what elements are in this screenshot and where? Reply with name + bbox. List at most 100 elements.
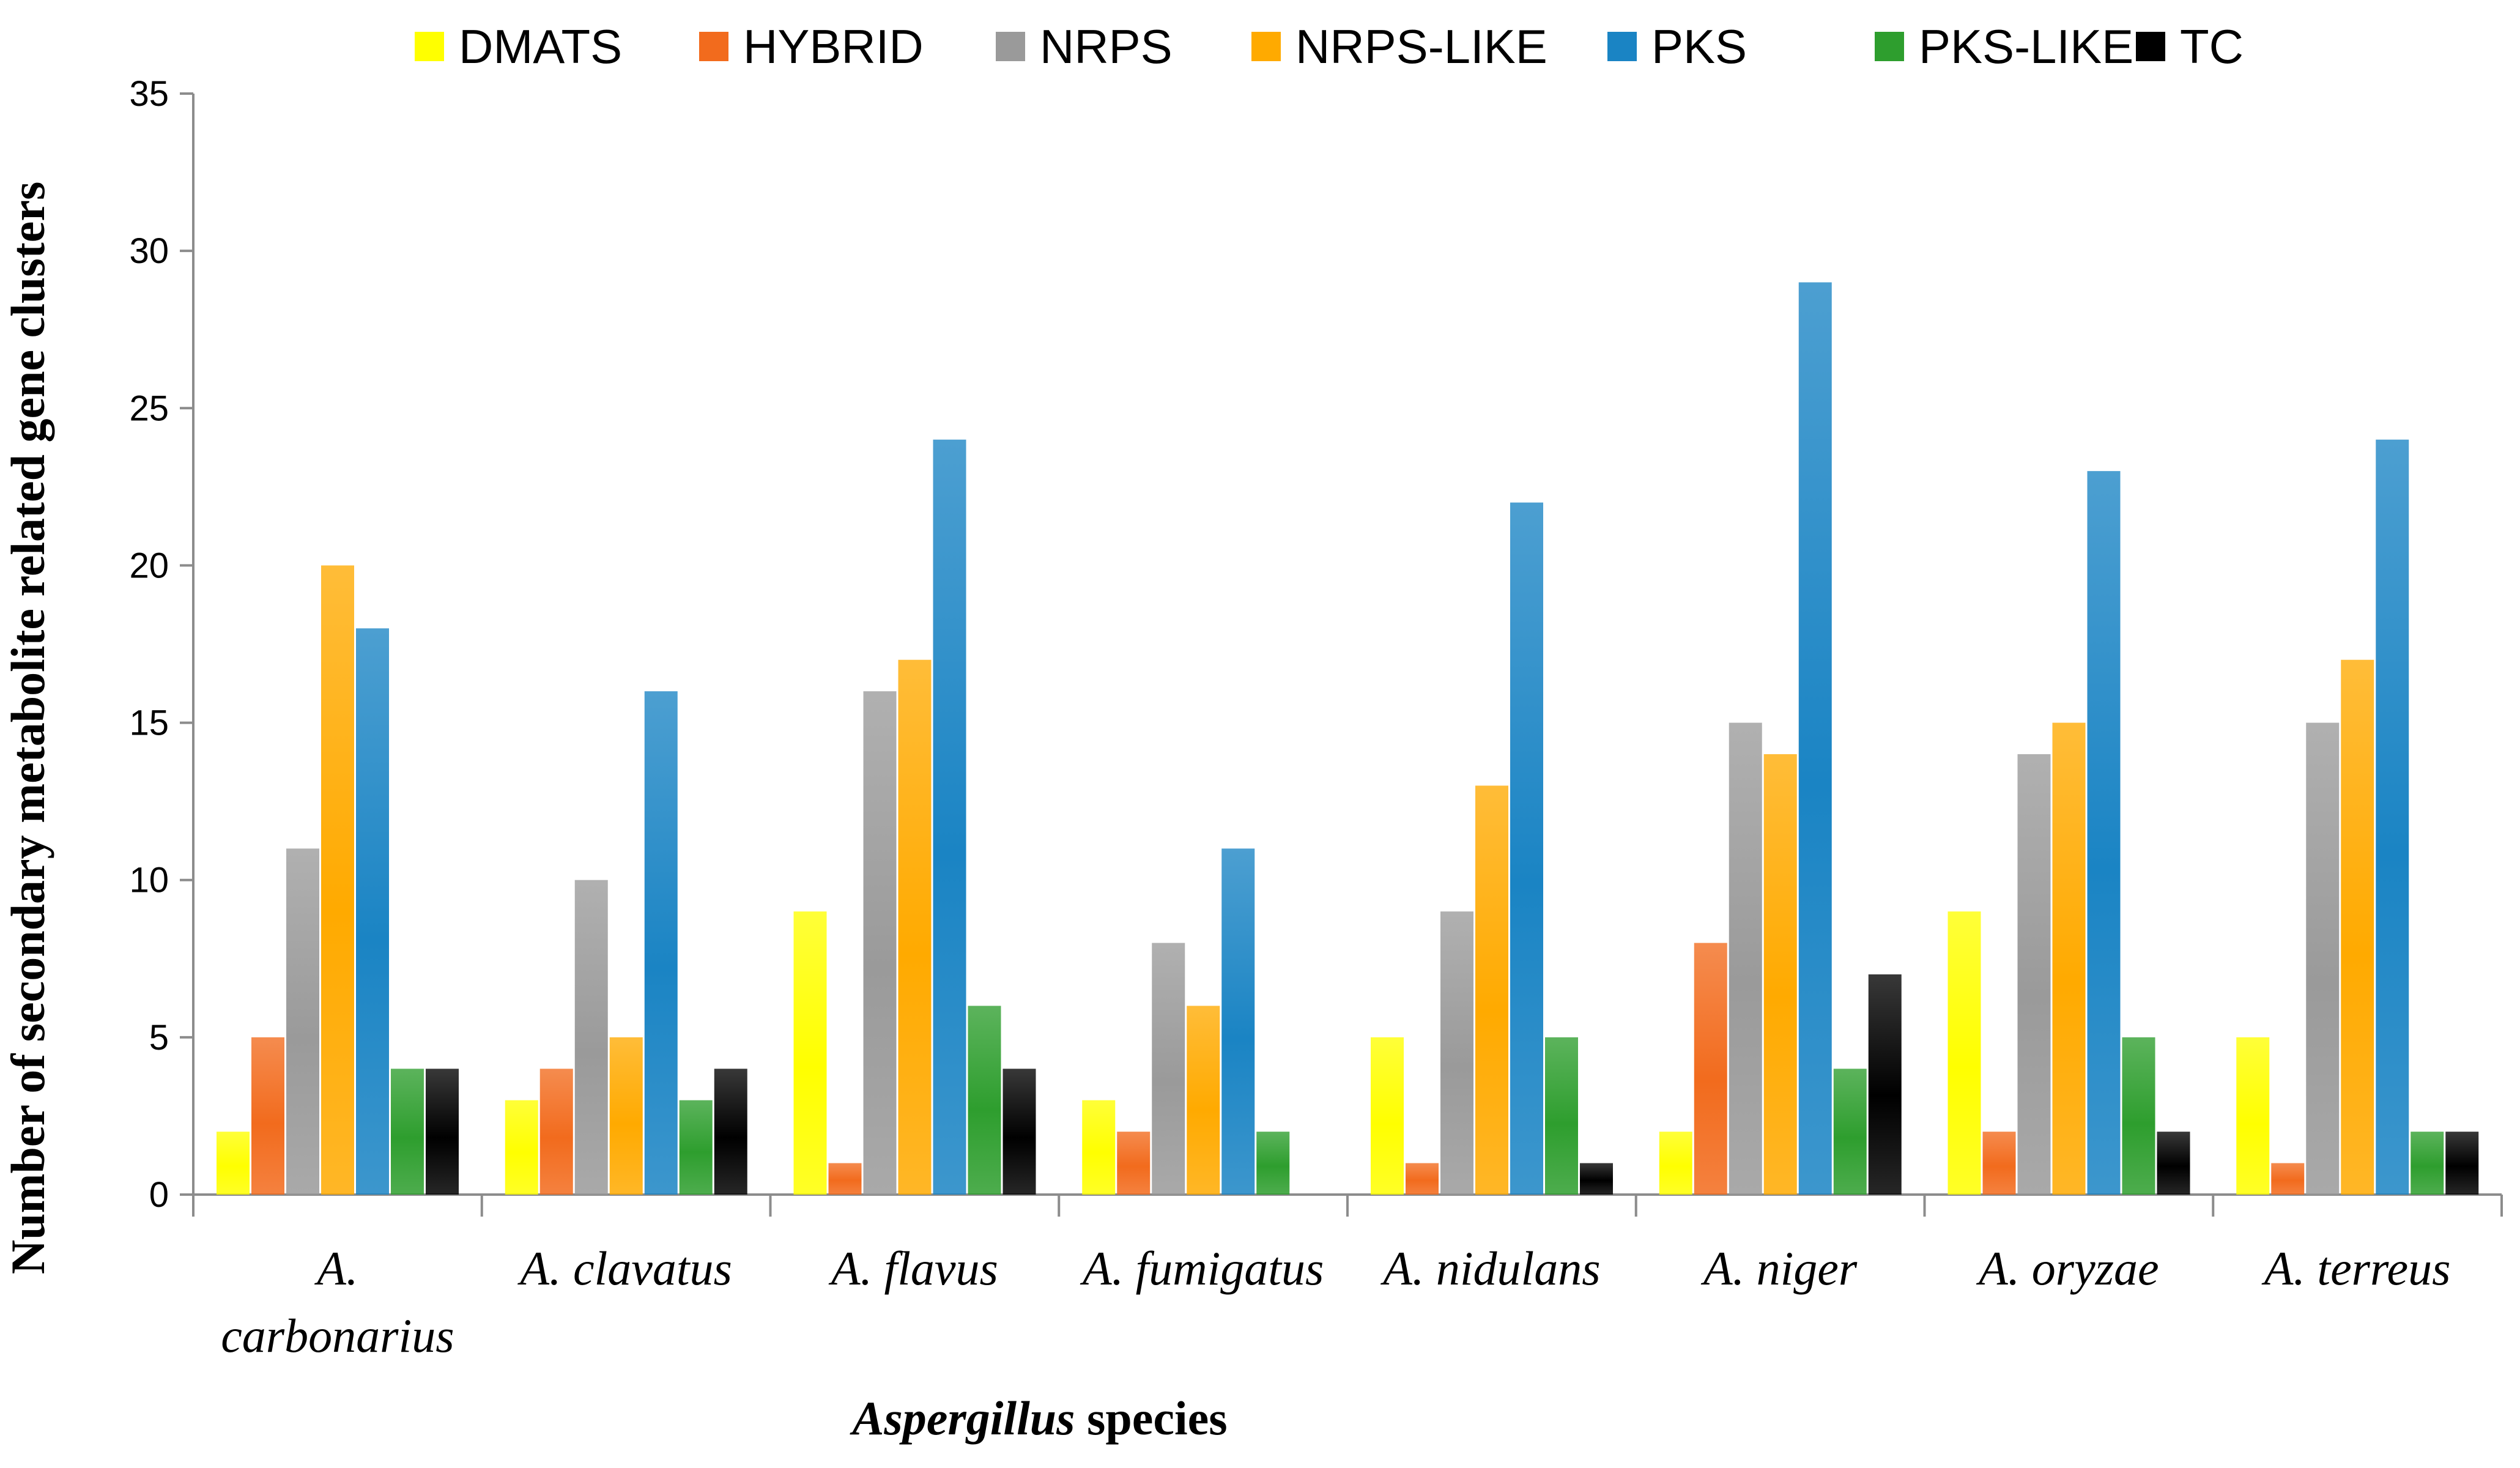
bar-hybrid-1 [251, 1037, 284, 1195]
bar-pks-5 [1510, 502, 1543, 1195]
legend-item-dmats: DMATS [415, 20, 622, 73]
y-tick-label: 10 [129, 861, 169, 900]
y-axis: 0 5 10 15 20 25 30 35 [129, 74, 195, 1215]
legend-item-pks: PKS [1607, 20, 1747, 73]
bar-pks-like-3 [968, 1006, 1001, 1195]
y-axis-title: Number of secondary metabolite related g… [1, 182, 54, 1274]
bar-pks-4 [1221, 848, 1255, 1195]
y-tick-label: 35 [129, 74, 169, 114]
bar-nrps-6 [1729, 722, 1762, 1195]
legend-label: NRPS [1040, 20, 1173, 73]
bar-dmats-3 [793, 911, 827, 1195]
legend-swatch [1607, 32, 1637, 61]
x-axis-title-rest: species [1075, 1392, 1227, 1445]
bar-dmats-1 [217, 1132, 250, 1195]
bar-hybrid-8 [2271, 1163, 2305, 1195]
bar-pks-like-1 [391, 1069, 424, 1195]
bar-pks-like-2 [679, 1100, 713, 1195]
bar-nrps-8 [2306, 722, 2340, 1195]
legend: DMATS HYBRID NRPS NRPS-LIKE PKS PKS-LIKE TC [415, 20, 2244, 73]
x-axis: A. carbonarius A. clavatus A. flavus A. fumi… [192, 1193, 2503, 1362]
category-label: A. clavatus [517, 1242, 732, 1295]
bar-tc-5 [1580, 1163, 1613, 1195]
legend-item-nrps: NRPS [996, 20, 1173, 73]
bar-pks-1 [356, 628, 389, 1195]
bar-hybrid-7 [1982, 1132, 2016, 1195]
bar-hybrid-6 [1694, 943, 1727, 1195]
bar-nrps-7 [2017, 754, 2051, 1195]
legend-item-hybrid: HYBRID [699, 20, 924, 73]
legend-item-nrps-like: NRPS-LIKE [1251, 20, 1547, 73]
bar-pks-like-8 [2411, 1132, 2444, 1195]
bar-nrps-like-5 [1475, 785, 1508, 1195]
category-label: A. fumigatus [1080, 1242, 1324, 1295]
bar-dmats-6 [1659, 1132, 1692, 1195]
bar-nrps-1 [286, 848, 319, 1195]
bar-pks-6 [1798, 282, 1832, 1195]
bar-hybrid-2 [539, 1069, 573, 1195]
x-axis-title-genus: Aspergillus [849, 1392, 1075, 1445]
bar-pks-like-7 [2122, 1037, 2155, 1195]
category-label: A. flavus [828, 1242, 998, 1295]
bar-pks-2 [644, 691, 678, 1195]
legend-swatch [699, 32, 728, 61]
bar-nrps-3 [863, 691, 897, 1195]
bars [217, 282, 2479, 1195]
bar-hybrid-3 [828, 1163, 862, 1195]
legend-swatch [415, 32, 444, 61]
bar-tc-2 [714, 1069, 747, 1195]
legend-label: PKS [1651, 20, 1747, 73]
bar-dmats-2 [505, 1100, 538, 1195]
bar-nrps-like-6 [1763, 754, 1797, 1195]
bar-hybrid-5 [1406, 1163, 1439, 1195]
bar-nrps-like-1 [321, 565, 354, 1195]
legend-label: HYBRID [743, 20, 924, 73]
bar-pks-7 [2087, 471, 2121, 1195]
bar-dmats-4 [1082, 1100, 1116, 1195]
y-tick-label: 15 [129, 703, 169, 743]
bar-pks-3 [933, 439, 966, 1195]
legend-swatch [1251, 32, 1281, 61]
category-label: A. nidulans [1380, 1242, 1600, 1295]
bar-nrps-5 [1440, 911, 1473, 1195]
bar-pks-8 [2376, 439, 2409, 1195]
category-label: A. [314, 1242, 358, 1295]
category-label: A. niger [1700, 1242, 1858, 1295]
legend-item-tc: TC [2136, 20, 2244, 73]
bar-dmats-5 [1371, 1037, 1404, 1195]
bar-dmats-8 [2236, 1037, 2270, 1195]
y-tick-label: 5 [149, 1018, 169, 1058]
legend-swatch [2136, 32, 2165, 61]
legend-swatch [996, 32, 1025, 61]
category-label: carbonarius [221, 1309, 454, 1362]
bar-pks-like-4 [1256, 1132, 1290, 1195]
y-tick-label: 30 [129, 231, 169, 271]
bar-nrps-4 [1152, 943, 1185, 1195]
y-tick-label: 20 [129, 546, 169, 585]
category-label: A. oryzae [1976, 1242, 2159, 1295]
category-label: A. terreus [2261, 1242, 2451, 1295]
legend-swatch [1875, 32, 1904, 61]
y-tick-label: 25 [129, 388, 169, 428]
x-axis-title: Aspergillus species [849, 1392, 1227, 1445]
y-tick-label: 0 [149, 1175, 169, 1215]
bar-nrps-like-7 [2052, 722, 2086, 1195]
bar-tc-7 [2157, 1132, 2190, 1195]
legend-item-pks-like: PKS-LIKE [1875, 20, 2133, 73]
legend-label: DMATS [459, 20, 622, 73]
bar-nrps-like-8 [2341, 659, 2374, 1195]
bar-dmats-7 [1947, 911, 1981, 1195]
bar-tc-1 [426, 1069, 459, 1195]
bar-tc-3 [1002, 1069, 1036, 1195]
legend-label: NRPS-LIKE [1295, 20, 1547, 73]
bar-tc-6 [1868, 974, 1902, 1195]
bar-pks-like-6 [1833, 1069, 1867, 1195]
bar-nrps-2 [574, 880, 608, 1195]
legend-label: PKS-LIKE [1919, 20, 2133, 73]
bar-tc-8 [2445, 1132, 2479, 1195]
bar-nrps-like-3 [898, 659, 932, 1195]
bar-pks-like-5 [1545, 1037, 1578, 1195]
bar-nrps-like-4 [1187, 1006, 1220, 1195]
bar-nrps-like-2 [609, 1037, 643, 1195]
